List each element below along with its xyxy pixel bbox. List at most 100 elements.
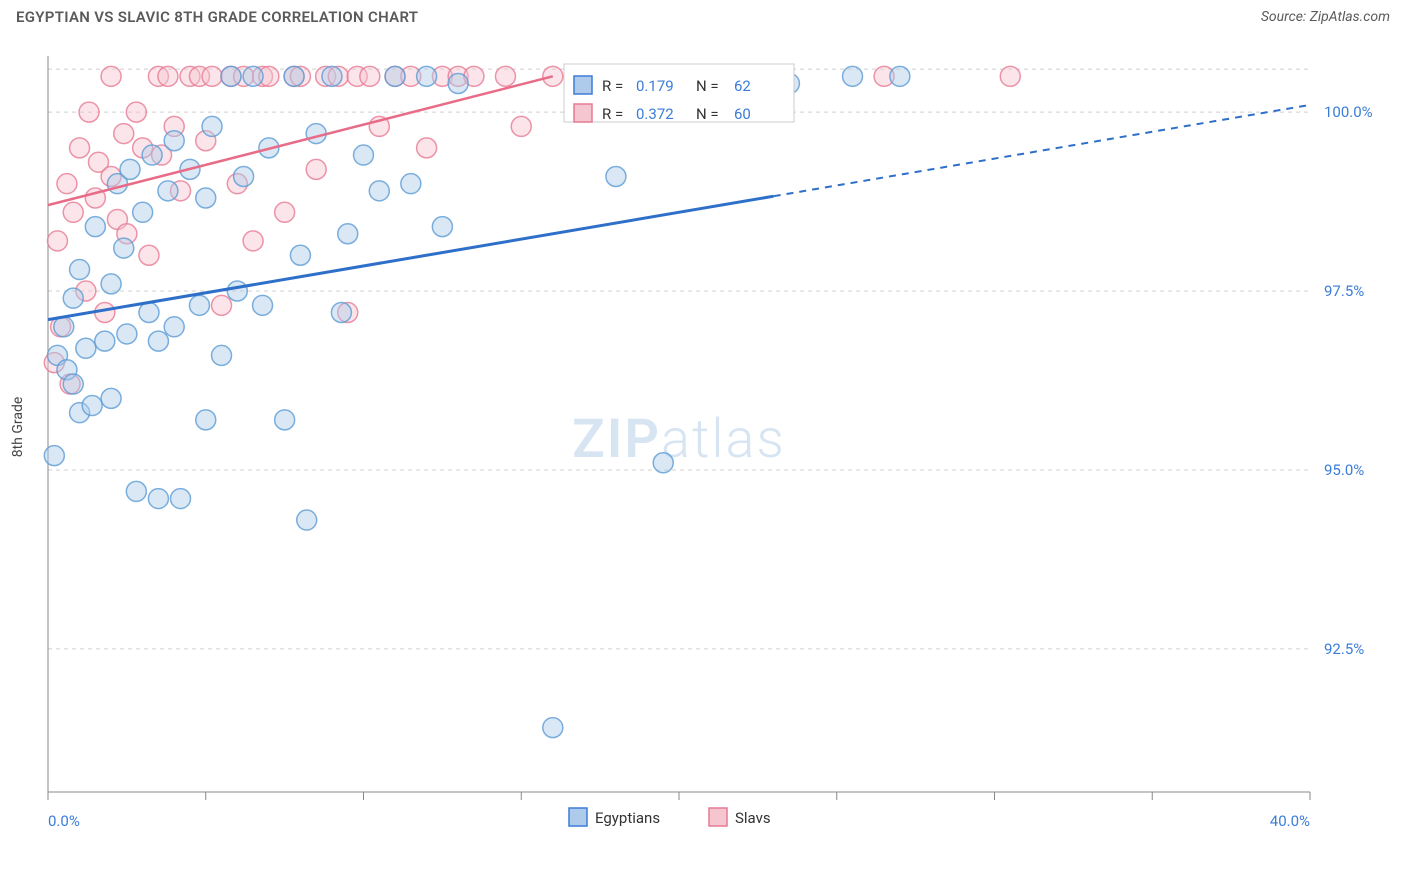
data-point	[70, 260, 90, 280]
data-point	[63, 288, 83, 308]
stats-legend	[564, 64, 794, 122]
chart-container: 0.0%40.0%92.5%95.0%97.5%100.0%8th GradeZ…	[0, 32, 1406, 852]
data-point	[164, 131, 184, 151]
data-point	[275, 410, 295, 430]
y-tick-label: 92.5%	[1324, 640, 1364, 658]
chart-title: EGYPTIAN VS SLAVIC 8TH GRADE CORRELATION…	[16, 8, 418, 26]
data-point	[202, 116, 222, 136]
data-point	[101, 66, 121, 86]
legend-n-value: 60	[734, 105, 751, 123]
legend-n-value: 62	[734, 77, 751, 95]
data-point	[202, 66, 222, 86]
data-point	[243, 66, 263, 86]
legend-swatch	[574, 104, 592, 122]
data-point	[495, 66, 515, 86]
x-tick-label: 40.0%	[1270, 812, 1310, 830]
data-point	[543, 718, 563, 738]
data-point	[221, 66, 241, 86]
scatter-chart: 0.0%40.0%92.5%95.0%97.5%100.0%8th GradeZ…	[0, 32, 1406, 852]
trend-line-blue-dashed	[774, 105, 1310, 196]
legend-n-label: N =	[696, 105, 719, 123]
data-point	[543, 66, 563, 86]
data-point	[63, 374, 83, 394]
data-point	[114, 124, 134, 144]
legend-r-label: R =	[602, 77, 623, 95]
data-point	[47, 231, 67, 251]
data-point	[70, 138, 90, 158]
data-point	[212, 295, 232, 315]
data-point	[63, 202, 83, 222]
data-point	[606, 167, 626, 187]
data-point	[1000, 66, 1020, 86]
data-point	[275, 202, 295, 222]
data-point	[133, 202, 153, 222]
data-point	[120, 159, 140, 179]
watermark: ZIPatlas	[572, 408, 786, 471]
data-point	[54, 317, 74, 337]
data-point	[843, 66, 863, 86]
data-point	[79, 102, 99, 122]
data-point	[322, 66, 342, 86]
bottom-legend-label: Egyptians	[595, 809, 660, 827]
data-point	[95, 331, 115, 351]
legend-r-value: 0.179	[636, 77, 674, 95]
legend-n-label: N =	[696, 77, 719, 95]
data-point	[417, 66, 437, 86]
legend-r-value: 0.372	[636, 105, 674, 123]
data-point	[101, 388, 121, 408]
data-point	[142, 145, 162, 165]
data-point	[117, 324, 137, 344]
x-tick-label: 0.0%	[48, 812, 80, 830]
chart-header: EGYPTIAN VS SLAVIC 8TH GRADE CORRELATION…	[0, 0, 1406, 32]
data-point	[114, 238, 134, 258]
data-point	[297, 510, 317, 530]
data-point	[253, 295, 273, 315]
data-point	[243, 231, 263, 251]
data-point	[338, 224, 358, 244]
data-point	[212, 345, 232, 365]
data-point	[126, 102, 146, 122]
data-point	[101, 274, 121, 294]
data-point	[354, 145, 374, 165]
data-point	[139, 245, 159, 265]
data-point	[890, 66, 910, 86]
data-point	[331, 302, 351, 322]
data-point	[139, 302, 159, 322]
bottom-legend-label: Slavs	[735, 809, 771, 827]
data-point	[290, 245, 310, 265]
bottom-legend-swatch	[709, 808, 727, 826]
data-point	[653, 453, 673, 473]
data-point	[158, 181, 178, 201]
y-tick-label: 95.0%	[1324, 461, 1364, 479]
data-point	[306, 159, 326, 179]
y-tick-label: 97.5%	[1324, 282, 1364, 300]
data-point	[448, 73, 468, 93]
data-point	[196, 410, 216, 430]
y-tick-label: 100.0%	[1324, 103, 1373, 121]
data-point	[44, 446, 64, 466]
data-point	[227, 281, 247, 301]
data-point	[511, 116, 531, 136]
legend-r-label: R =	[602, 105, 623, 123]
data-point	[284, 66, 304, 86]
data-point	[401, 174, 421, 194]
data-point	[369, 181, 389, 201]
data-point	[360, 66, 380, 86]
data-point	[385, 66, 405, 86]
data-point	[417, 138, 437, 158]
data-point	[85, 217, 105, 237]
data-point	[76, 338, 96, 358]
chart-source: Source: ZipAtlas.com	[1261, 9, 1390, 25]
data-point	[57, 174, 77, 194]
data-point	[164, 317, 184, 337]
bottom-legend-swatch	[569, 808, 587, 826]
data-point	[148, 331, 168, 351]
data-point	[234, 167, 254, 187]
data-point	[158, 66, 178, 86]
legend-swatch	[574, 76, 592, 94]
data-point	[148, 489, 168, 509]
data-point	[306, 124, 326, 144]
data-point	[82, 396, 102, 416]
data-point	[189, 295, 209, 315]
data-point	[126, 481, 146, 501]
